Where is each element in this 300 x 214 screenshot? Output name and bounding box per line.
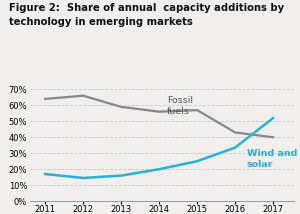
Text: Wind and
solar: Wind and solar	[247, 149, 297, 169]
Text: Figure 2:  Share of annual  capacity additions by
technology in emerging markets: Figure 2: Share of annual capacity addit…	[9, 3, 284, 27]
Text: Fossil
fuels: Fossil fuels	[167, 96, 193, 116]
